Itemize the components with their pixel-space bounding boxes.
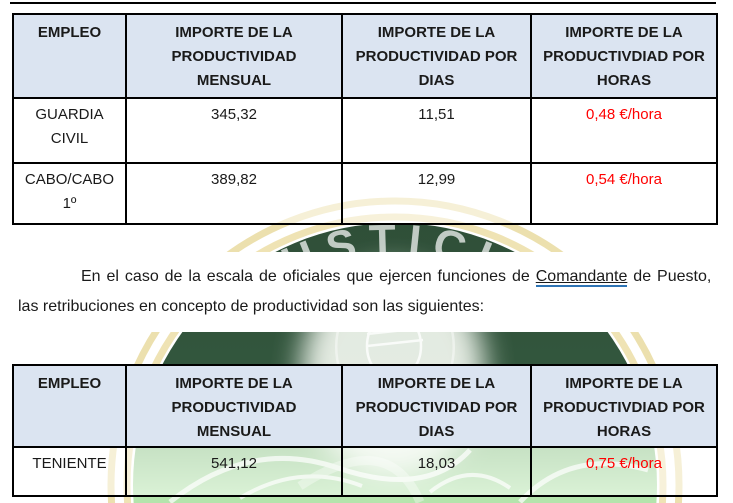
table2-header-row: EMPLEO IMPORTE DE LA PRODUCTIVIDAD MENSU… — [12, 364, 718, 448]
table-cell-horas: 0,75 €/hora — [530, 446, 718, 497]
paragraph-text: las retribuciones en concepto de product… — [18, 298, 485, 315]
table1-header-dias: IMPORTE DE LA PRODUCTIVIDAD POR DIAS — [341, 13, 532, 99]
table-cell-empleo: CABO/CABO 1º — [12, 162, 127, 225]
table-cell-mensual: 389,82 — [125, 162, 343, 225]
table-cell-empleo: TENIENTE — [12, 446, 127, 497]
table2-header-horas: IMPORTE DE LA PRODUCTIVDIAD POR HORAS — [530, 364, 718, 448]
table1-header-empleo: EMPLEO — [12, 13, 127, 99]
underlined-word-comandante: Comandante — [535, 268, 628, 287]
top-horizontal-rule — [10, 2, 716, 4]
table1-row-guardia-civil: GUARDIA CIVIL 345,32 11,51 0,48 €/hora — [12, 97, 718, 164]
table2-row-teniente: TENIENTE 541,12 18,03 0,75 €/hora — [12, 446, 718, 497]
table2-header-dias: IMPORTE DE LA PRODUCTIVIDAD POR DIAS — [341, 364, 532, 448]
table1-header-mensual: IMPORTE DE LA PRODUCTIVIDAD MENSUAL — [125, 13, 343, 99]
table1-row-cabo: CABO/CABO 1º 389,82 12,99 0,54 €/hora — [12, 162, 718, 225]
table1-header-row: EMPLEO IMPORTE DE LA PRODUCTIVIDAD MENSU… — [12, 13, 718, 99]
table1-header-horas: IMPORTE DE LA PRODUCTIVDIAD POR HORAS — [530, 13, 718, 99]
paragraph-text: de Puesto, — [627, 268, 712, 285]
body-paragraph: En el caso de la escala de oficiales que… — [0, 252, 733, 332]
table-cell-dias: 11,51 — [341, 97, 532, 164]
table-cell-empleo: GUARDIA CIVIL — [12, 97, 127, 164]
productivity-table-teniente: EMPLEO IMPORTE DE LA PRODUCTIVIDAD MENSU… — [12, 364, 718, 497]
table-cell-mensual: 345,32 — [125, 97, 343, 164]
table-cell-dias: 18,03 — [341, 446, 532, 497]
table-cell-horas: 0,54 €/hora — [530, 162, 718, 225]
table2-header-mensual: IMPORTE DE LA PRODUCTIVIDAD MENSUAL — [125, 364, 343, 448]
table-cell-mensual: 541,12 — [125, 446, 343, 497]
table-cell-horas: 0,48 €/hora — [530, 97, 718, 164]
table2-header-empleo: EMPLEO — [12, 364, 127, 448]
productivity-table-guardia-cabo: EMPLEO IMPORTE DE LA PRODUCTIVIDAD MENSU… — [12, 13, 718, 225]
table-cell-dias: 12,99 — [341, 162, 532, 225]
paragraph-text: En el caso de la escala de oficiales que… — [81, 268, 536, 285]
